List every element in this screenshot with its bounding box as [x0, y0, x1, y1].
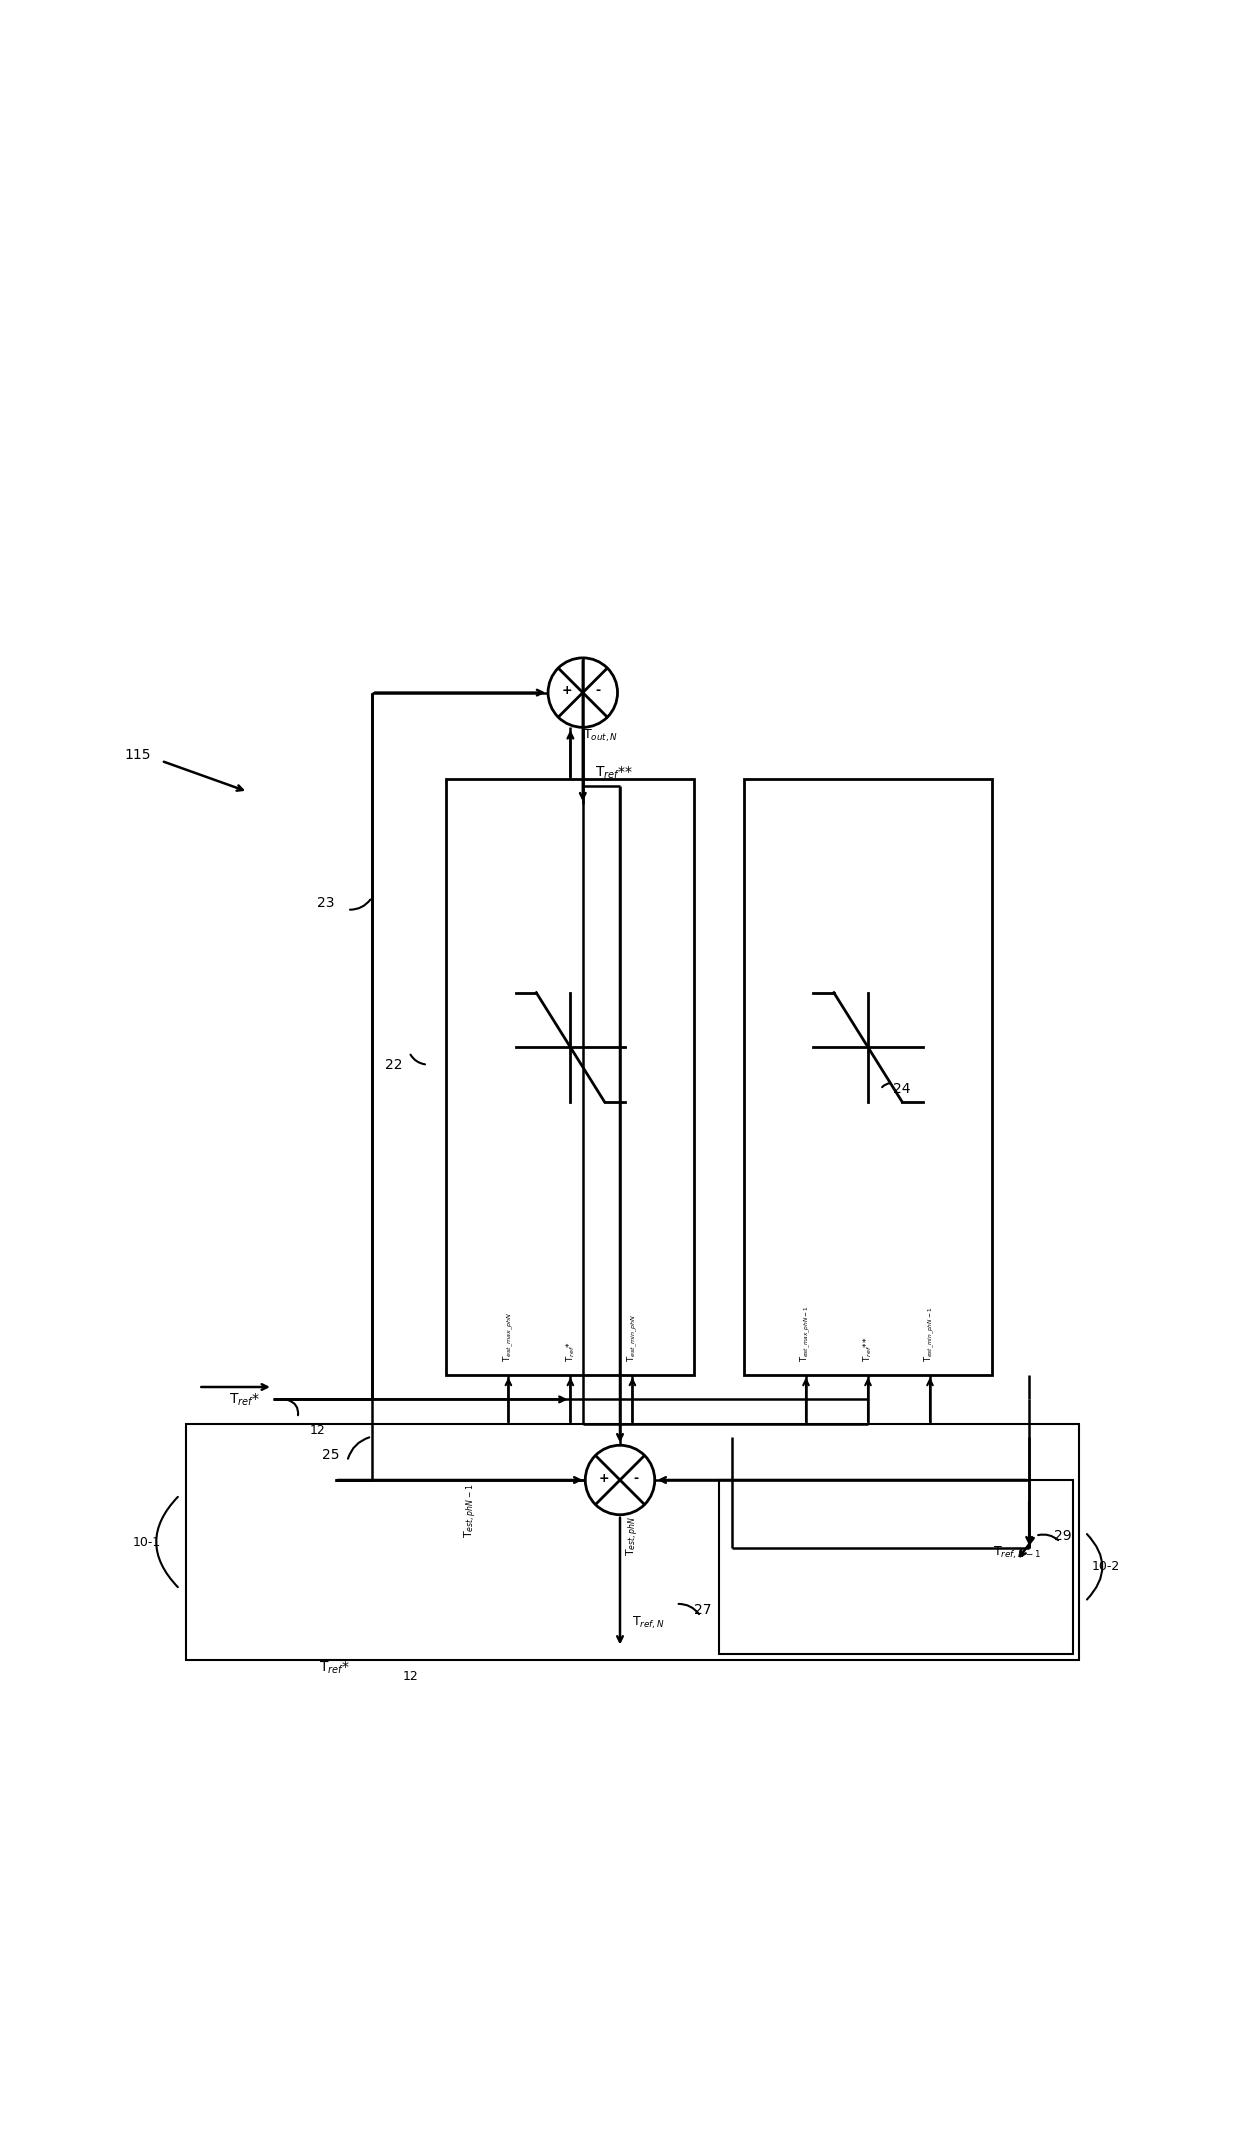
Text: T$_{out,N}$: T$_{out,N}$ — [583, 728, 618, 743]
Text: T$_{ref,N}$: T$_{ref,N}$ — [632, 1613, 665, 1631]
Text: 12: 12 — [310, 1424, 326, 1437]
Text: T$_{est,phN-1}$: T$_{est,phN-1}$ — [463, 1484, 480, 1538]
Text: 29: 29 — [1054, 1529, 1071, 1542]
Text: 10-1: 10-1 — [133, 1536, 161, 1549]
Text: 25: 25 — [322, 1447, 340, 1463]
Text: 27: 27 — [694, 1603, 712, 1618]
Text: 23: 23 — [317, 896, 335, 911]
Text: T$_{ref,N-1}$: T$_{ref,N-1}$ — [993, 1544, 1040, 1562]
Text: T$_{ref}$**: T$_{ref}$** — [595, 765, 634, 782]
Text: 24: 24 — [893, 1083, 910, 1096]
Text: 115: 115 — [124, 747, 150, 763]
Text: 10-2: 10-2 — [1091, 1559, 1120, 1572]
Text: T$_{ref}$*: T$_{ref}$* — [320, 1661, 350, 1676]
Text: 22: 22 — [386, 1058, 403, 1071]
Text: +: + — [562, 685, 573, 698]
Text: +: + — [599, 1471, 610, 1484]
Text: T$_{est\_min\_phN-1}$: T$_{est\_min\_phN-1}$ — [923, 1307, 937, 1361]
Text: T$_{ref}$*: T$_{ref}$* — [229, 1391, 260, 1407]
Text: T$_{ref}$*: T$_{ref}$* — [564, 1342, 577, 1361]
Text: T$_{est\_max\_phN}$: T$_{est\_max\_phN}$ — [501, 1312, 516, 1361]
Text: T$_{ref}$**: T$_{ref}$** — [862, 1338, 874, 1361]
Text: 12: 12 — [403, 1669, 419, 1682]
Text: T$_{est\_max\_phN-1}$: T$_{est\_max\_phN-1}$ — [799, 1305, 813, 1361]
Text: -: - — [596, 685, 601, 698]
Text: -: - — [634, 1471, 639, 1484]
Text: T$_{est,phN}$: T$_{est,phN}$ — [624, 1516, 641, 1555]
Text: T$_{est\_min\_phN}$: T$_{est\_min\_phN}$ — [625, 1314, 640, 1361]
